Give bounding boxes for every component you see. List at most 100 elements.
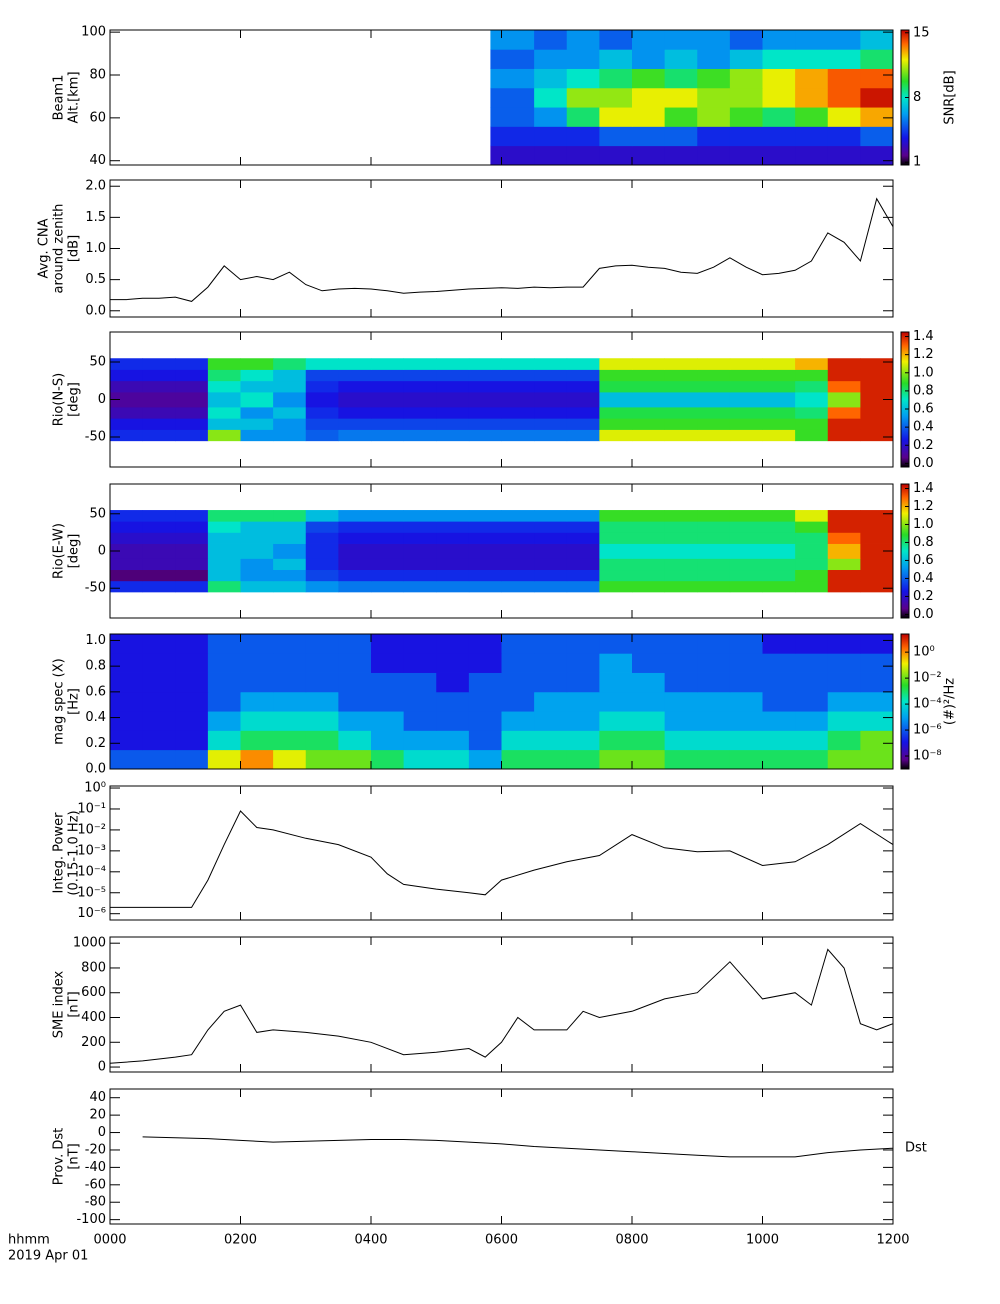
heatmap-cell	[632, 730, 666, 751]
heatmap-cell	[501, 369, 535, 382]
heatmap-cell	[142, 653, 176, 673]
heatmap-cell	[664, 634, 698, 654]
heatmap-cell	[762, 691, 796, 712]
heatmap-cell	[795, 569, 829, 582]
heatmap-cell	[860, 510, 894, 522]
heatmap-cell	[697, 392, 731, 408]
heatmap-cell	[273, 521, 307, 533]
heatmap-cell	[207, 558, 241, 571]
heatmap-cell	[632, 569, 666, 582]
panel: 0 200 400 600 800 1000 SME index [nT]	[52, 936, 894, 1075]
heatmap-cell	[468, 730, 502, 751]
heatmap-cell	[566, 145, 600, 166]
heatmap-cell	[762, 87, 796, 108]
heatmap-cell	[599, 429, 633, 442]
heatmap-cell	[632, 510, 666, 522]
heatmap-cell	[436, 429, 470, 442]
heatmap-cell	[338, 521, 372, 533]
heatmap-cell	[175, 711, 209, 731]
colorbar-tick-label: 10⁻²	[913, 671, 942, 686]
heatmap-cell	[501, 749, 535, 770]
heatmap-cell	[501, 569, 535, 582]
heatmap-cell	[729, 49, 763, 69]
heatmap-cell	[795, 580, 829, 593]
heatmap-cell	[175, 369, 209, 382]
heatmap-cell	[632, 691, 666, 712]
colorbar-tick-label: 10⁻⁴	[913, 697, 942, 712]
y-tick-label: 200	[81, 1035, 106, 1050]
y-tick-label: 0.2	[85, 736, 106, 751]
heatmap-cell	[305, 510, 339, 522]
heatmap-cell	[762, 730, 796, 751]
heatmap-cell	[142, 392, 176, 408]
heatmap-cell	[338, 369, 372, 382]
heatmap-cell	[697, 429, 731, 442]
heatmap-cell	[566, 543, 600, 559]
heatmap-cell	[599, 407, 633, 419]
heatmap-cell	[729, 392, 763, 408]
heatmap-cell	[501, 521, 535, 533]
heatmap-cell	[860, 532, 894, 544]
heatmap-cell	[110, 672, 144, 693]
heatmap-cell	[599, 358, 633, 370]
heatmap-cell	[468, 543, 502, 559]
heatmap-cell	[273, 418, 307, 430]
heatmap-cell	[860, 558, 894, 571]
heatmap-cell	[599, 392, 633, 408]
heatmap-cell	[697, 521, 731, 533]
heatmap-cell	[697, 543, 731, 559]
heatmap-cell	[664, 407, 698, 419]
heatmap-cell	[371, 418, 405, 430]
y-tick-label: 0.8	[85, 659, 106, 674]
heatmap-cell	[534, 145, 568, 166]
heatmap-cell	[599, 532, 633, 544]
heatmap-cell	[534, 569, 568, 582]
heatmap-cell	[110, 711, 144, 731]
heatmap-cell	[490, 68, 535, 89]
y-tick-label: -100	[76, 1212, 106, 1227]
panel: 0.0 0.2 0.4 0.6 0.8 1.0 1.2 1.4 50 0 -50 Rio(E-W) [d…	[52, 481, 934, 622]
y-tick-label: -80	[85, 1195, 106, 1210]
heatmap-cell	[762, 369, 796, 382]
heatmap-cell	[762, 68, 796, 89]
y-tick-label: 0.5	[85, 272, 106, 287]
heatmap-cell	[436, 521, 470, 533]
heatmap-cell	[207, 380, 241, 393]
heatmap-cell	[110, 358, 144, 370]
heatmap-cell	[860, 68, 894, 89]
heatmap-cell	[827, 358, 861, 370]
data-line	[110, 197, 894, 302]
heatmap-cell	[490, 30, 535, 50]
heatmap-cell	[534, 510, 568, 522]
heatmap-cell	[599, 558, 633, 571]
heatmap-cell	[207, 418, 241, 430]
heatmap-cell	[697, 510, 731, 522]
y-tick-label: 10⁻³	[77, 843, 106, 858]
heatmap-cell	[697, 711, 731, 731]
x-tick-label: 0400	[354, 1233, 387, 1248]
heatmap-cell	[566, 510, 600, 522]
heatmap-cell	[827, 30, 861, 50]
heatmap-cell	[436, 691, 470, 712]
heatmap-cell	[468, 569, 502, 582]
heatmap-cell	[827, 749, 861, 770]
heatmap-cell	[403, 543, 437, 559]
heatmap-cell	[436, 558, 470, 571]
heatmap-cell	[697, 107, 731, 127]
heatmap-cell	[860, 634, 894, 654]
y-tick-label: 40	[89, 1090, 106, 1105]
heatmap-cell	[436, 392, 470, 408]
heatmap-cell	[632, 126, 666, 147]
heatmap-cell	[110, 429, 144, 442]
heatmap-cell	[697, 418, 731, 430]
heatmap-cell	[175, 569, 209, 582]
heatmap-cell	[795, 672, 829, 693]
colorbar-tick-label: 8	[913, 90, 921, 105]
heatmap-cell	[729, 558, 763, 571]
heatmap-cell	[338, 580, 372, 593]
heatmap-cell	[240, 418, 274, 430]
heatmap-cell	[729, 429, 763, 442]
heatmap-cell	[501, 510, 535, 522]
colorbar-tick-label: 10⁰	[913, 645, 935, 660]
panel: 10⁰ 10⁻² 10⁻⁴ 10⁻⁶ 10⁻⁸ (#)²/Hz 0.0 0.2 0.4 0.6 0.…	[52, 633, 958, 777]
